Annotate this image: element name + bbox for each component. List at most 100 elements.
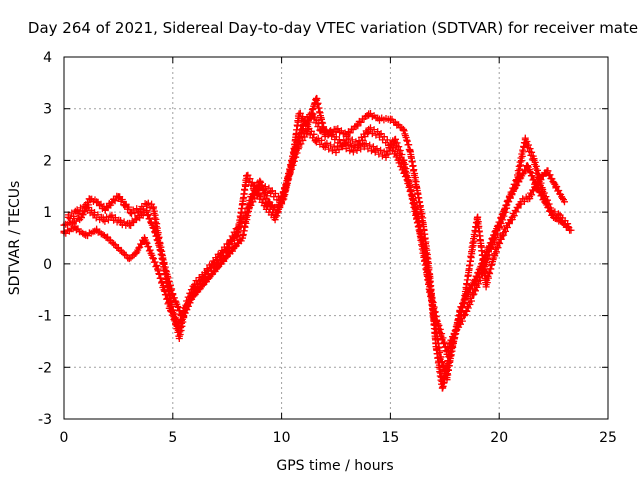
data-point (321, 141, 329, 149)
data-point (167, 306, 175, 314)
data-point (500, 229, 508, 237)
x-tick-label: 0 (60, 430, 69, 446)
x-axis-label: GPS time / hours (276, 458, 393, 474)
data-point (221, 255, 229, 263)
data-point (543, 167, 551, 175)
chart-title: Day 264 of 2021, Sidereal Day-to-day VTE… (28, 19, 638, 37)
data-point (273, 208, 281, 216)
data-point (134, 213, 142, 221)
data-point (234, 224, 242, 232)
series-2 (60, 124, 575, 384)
data-point (517, 198, 525, 206)
series-3 (64, 110, 568, 358)
axis-ticks: 0 5 10 15 20 25 -3 -2 -1 0 1 2 3 4 (38, 50, 617, 446)
data-point (471, 275, 479, 283)
y-tick-label: -2 (38, 360, 52, 376)
data-point (265, 198, 273, 206)
data-point (125, 255, 133, 263)
y-tick-label: 2 (43, 153, 52, 169)
data-point (552, 182, 560, 190)
data-point (469, 239, 477, 247)
data-point (104, 234, 112, 242)
data-point (160, 260, 168, 268)
data-point (376, 131, 384, 139)
data-point (508, 213, 516, 221)
data-point (101, 206, 109, 214)
data-point (473, 213, 481, 221)
data-point (339, 141, 347, 149)
data-point (393, 120, 401, 128)
data-point (413, 182, 421, 190)
data-point (212, 265, 220, 273)
x-tick-label: 15 (381, 430, 399, 446)
y-tick-label: 1 (43, 205, 52, 221)
data-point (489, 234, 497, 242)
data-point (391, 136, 399, 144)
x-tick-label: 10 (273, 430, 291, 446)
data-point (117, 218, 125, 226)
data-point (99, 216, 107, 224)
data-point (114, 244, 122, 252)
data-point (217, 250, 225, 258)
data-point (149, 203, 157, 211)
data-point (197, 275, 205, 283)
data-point (295, 110, 303, 118)
data-point (439, 384, 447, 392)
data-point (349, 146, 357, 154)
data-point (136, 206, 144, 214)
data-point (360, 141, 368, 149)
data-point (195, 286, 203, 294)
data-point (73, 208, 81, 216)
data-point (399, 156, 407, 164)
data-point (452, 327, 460, 335)
data-point (186, 296, 194, 304)
data-point (408, 193, 416, 201)
data-point (247, 193, 255, 201)
data-point (132, 250, 140, 258)
data-point (541, 198, 549, 206)
data-point (354, 120, 362, 128)
data-point (312, 94, 320, 102)
y-tick-label: 4 (43, 50, 52, 66)
data-point (154, 265, 162, 273)
plot-frame (63, 56, 609, 420)
data-point (147, 250, 155, 258)
data-point (90, 211, 98, 219)
data-point (151, 229, 159, 237)
data-point (230, 244, 238, 252)
data-point (308, 110, 316, 118)
data-point (365, 110, 373, 118)
data-point (567, 226, 575, 234)
data-point (291, 146, 299, 154)
data-point (141, 234, 149, 242)
data-point (271, 213, 279, 221)
data-point (469, 291, 477, 299)
data-point (332, 146, 340, 154)
data-point (434, 322, 442, 330)
data-point (71, 224, 79, 232)
data-point (376, 115, 384, 123)
data-point (143, 208, 151, 216)
data-point (399, 125, 407, 133)
data-point (426, 286, 434, 294)
x-tick-label: 20 (490, 430, 508, 446)
data-point (515, 177, 523, 185)
data-point (262, 203, 270, 211)
data-point (526, 193, 534, 201)
data-point (69, 218, 77, 226)
data-point (365, 125, 373, 133)
data-point (328, 131, 336, 139)
data-point (317, 125, 325, 133)
data-point (169, 291, 177, 299)
data-point (443, 374, 451, 382)
data-point (108, 213, 116, 221)
data-point (406, 146, 414, 154)
data-point (491, 250, 499, 258)
data-point (304, 125, 312, 133)
y-tick-label: -1 (38, 309, 52, 325)
data-point (121, 200, 129, 208)
data-point (238, 234, 246, 242)
y-tick-label: 3 (43, 102, 52, 118)
data-point (173, 322, 181, 330)
